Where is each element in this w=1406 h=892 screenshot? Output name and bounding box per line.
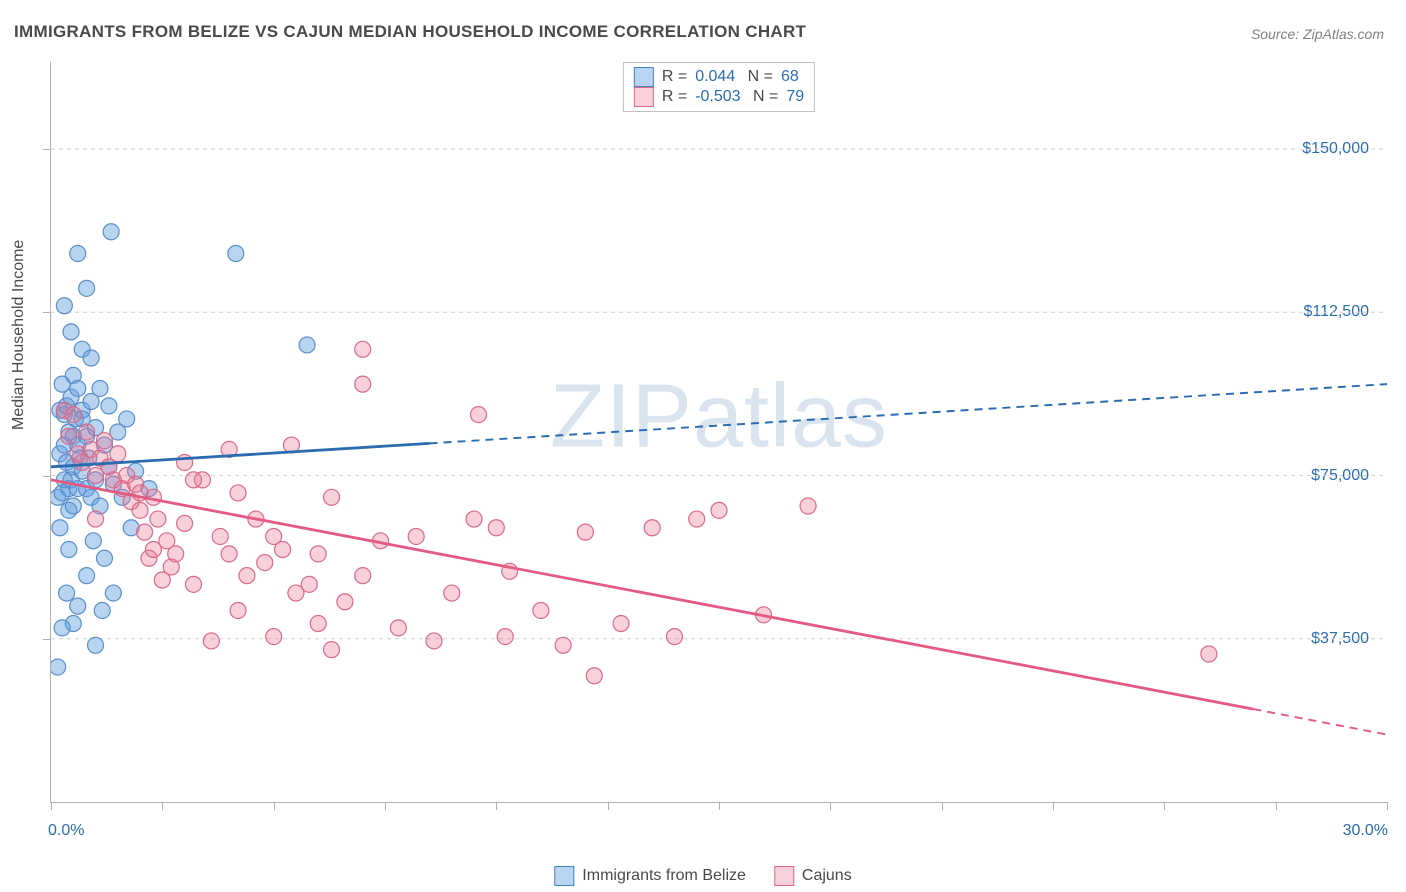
series-legend: Immigrants from Belize Cajuns (554, 866, 851, 886)
swatch-pink-icon (634, 87, 654, 107)
chart-svg (51, 62, 1387, 802)
legend-item-belize: Immigrants from Belize (554, 866, 746, 886)
chart-title: IMMIGRANTS FROM BELIZE VS CAJUN MEDIAN H… (14, 22, 806, 42)
x-axis-end-label: 30.0% (1343, 822, 1388, 840)
legend-item-cajuns: Cajuns (774, 866, 852, 886)
legend-row-cajuns: R = -0.503 N = 79 (634, 87, 804, 107)
x-axis-start-label: 0.0% (48, 822, 84, 840)
source-label: Source: ZipAtlas.com (1251, 26, 1384, 42)
swatch-pink-icon (774, 866, 794, 886)
legend-label: Cajuns (802, 867, 852, 885)
swatch-blue-icon (554, 866, 574, 886)
legend-row-belize: R = 0.044 N = 68 (634, 67, 804, 87)
legend-label: Immigrants from Belize (582, 867, 746, 885)
plot-area: ZIPatlas R = 0.044 N = 68 R = -0.503 N =… (50, 62, 1387, 803)
y-axis-title: Median Household Income (10, 240, 28, 430)
swatch-blue-icon (634, 67, 654, 87)
correlation-legend: R = 0.044 N = 68 R = -0.503 N = 79 (623, 62, 815, 112)
